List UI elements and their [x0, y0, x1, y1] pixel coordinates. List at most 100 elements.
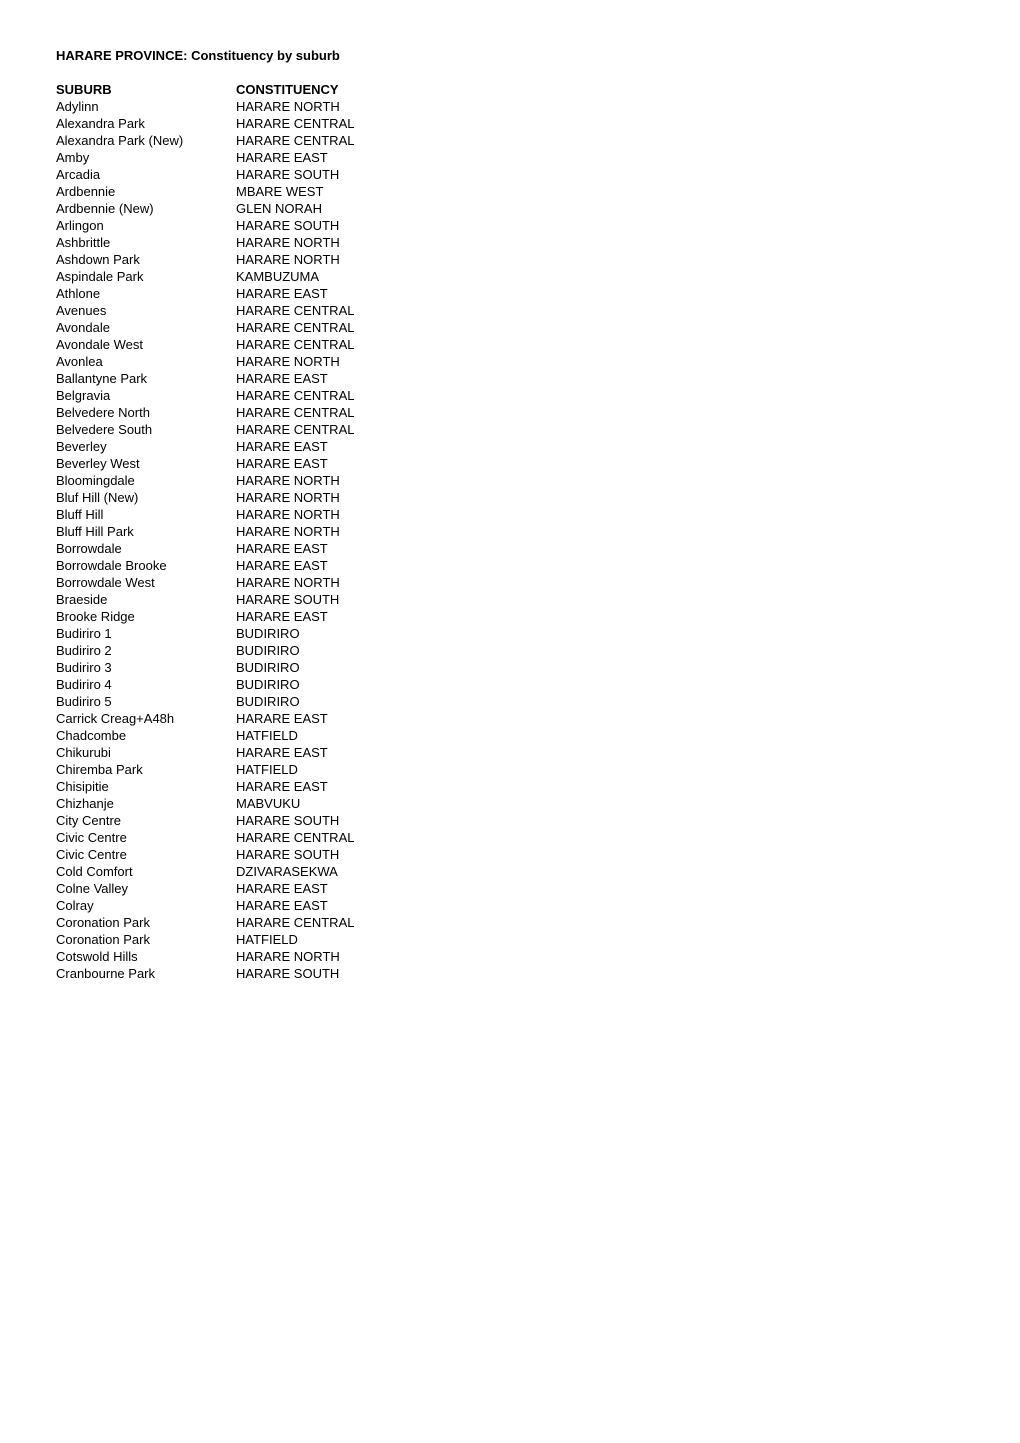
table-row: Cold ComfortDZIVARASEKWA	[56, 863, 456, 880]
suburb-cell: Avenues	[56, 302, 236, 319]
suburb-cell: Budiriro 4	[56, 676, 236, 693]
table-row: Ballantyne ParkHARARE EAST	[56, 370, 456, 387]
suburb-cell: Braeside	[56, 591, 236, 608]
table-row: AshbrittleHARARE NORTH	[56, 234, 456, 251]
table-row: AvenuesHARARE CENTRAL	[56, 302, 456, 319]
table-row: Bluff Hill ParkHARARE NORTH	[56, 523, 456, 540]
constituency-cell: HARARE NORTH	[236, 353, 456, 370]
suburb-cell: Ashbrittle	[56, 234, 236, 251]
table-row: Civic CentreHARARE CENTRAL	[56, 829, 456, 846]
table-header-row: SUBURB CONSTITUENCY	[56, 81, 456, 98]
table-row: Budiriro 5BUDIRIRO	[56, 693, 456, 710]
suburb-cell: Colray	[56, 897, 236, 914]
table-row: Brooke RidgeHARARE EAST	[56, 608, 456, 625]
constituency-cell: HARARE EAST	[236, 438, 456, 455]
suburb-cell: Cotswold Hills	[56, 948, 236, 965]
suburb-cell: Bluff Hill Park	[56, 523, 236, 540]
constituency-cell: BUDIRIRO	[236, 676, 456, 693]
suburb-cell: Aspindale Park	[56, 268, 236, 285]
table-row: AvondaleHARARE CENTRAL	[56, 319, 456, 336]
table-row: Coronation ParkHARARE CENTRAL	[56, 914, 456, 931]
suburb-cell: Borrowdale West	[56, 574, 236, 591]
table-row: Budiriro 3BUDIRIRO	[56, 659, 456, 676]
suburb-cell: Chizhanje	[56, 795, 236, 812]
suburb-cell: Brooke Ridge	[56, 608, 236, 625]
table-row: BraesideHARARE SOUTH	[56, 591, 456, 608]
table-row: Coronation ParkHATFIELD	[56, 931, 456, 948]
table-row: Budiriro 4BUDIRIRO	[56, 676, 456, 693]
document-title: HARARE PROVINCE: Constituency by suburb	[56, 48, 964, 63]
constituency-cell: BUDIRIRO	[236, 625, 456, 642]
suburb-cell: Alexandra Park	[56, 115, 236, 132]
constituency-cell: BUDIRIRO	[236, 642, 456, 659]
table-row: BorrowdaleHARARE EAST	[56, 540, 456, 557]
suburb-cell: Arlingon	[56, 217, 236, 234]
constituency-cell: HARARE CENTRAL	[236, 404, 456, 421]
table-row: Alexandra Park (New)HARARE CENTRAL	[56, 132, 456, 149]
table-row: Bluff HillHARARE NORTH	[56, 506, 456, 523]
constituency-cell: HARARE NORTH	[236, 506, 456, 523]
constituency-cell: HARARE SOUTH	[236, 846, 456, 863]
constituency-cell: BUDIRIRO	[236, 693, 456, 710]
table-row: ChizhanjeMABVUKU	[56, 795, 456, 812]
suburb-cell: Avondale	[56, 319, 236, 336]
table-row: City CentreHARARE SOUTH	[56, 812, 456, 829]
suburb-cell: Budiriro 5	[56, 693, 236, 710]
table-row: Avondale WestHARARE CENTRAL	[56, 336, 456, 353]
column-header-suburb: SUBURB	[56, 81, 236, 98]
suburb-cell: Bluf Hill (New)	[56, 489, 236, 506]
table-row: Aspindale ParkKAMBUZUMA	[56, 268, 456, 285]
constituency-table: SUBURB CONSTITUENCY AdylinnHARARE NORTHA…	[56, 81, 456, 982]
table-row: Colne ValleyHARARE EAST	[56, 880, 456, 897]
suburb-cell: Arcadia	[56, 166, 236, 183]
table-row: Cotswold HillsHARARE NORTH	[56, 948, 456, 965]
column-header-constituency: CONSTITUENCY	[236, 81, 456, 98]
suburb-cell: Civic Centre	[56, 829, 236, 846]
table-row: Alexandra ParkHARARE CENTRAL	[56, 115, 456, 132]
suburb-cell: Civic Centre	[56, 846, 236, 863]
suburb-cell: Chikurubi	[56, 744, 236, 761]
constituency-cell: HARARE CENTRAL	[236, 914, 456, 931]
constituency-cell: HARARE CENTRAL	[236, 115, 456, 132]
suburb-cell: City Centre	[56, 812, 236, 829]
constituency-cell: HARARE NORTH	[236, 523, 456, 540]
constituency-cell: BUDIRIRO	[236, 659, 456, 676]
constituency-cell: HARARE SOUTH	[236, 812, 456, 829]
table-row: Borrowdale BrookeHARARE EAST	[56, 557, 456, 574]
table-row: Budiriro 2BUDIRIRO	[56, 642, 456, 659]
suburb-cell: Ardbennie	[56, 183, 236, 200]
constituency-cell: HARARE EAST	[236, 455, 456, 472]
suburb-cell: Ashdown Park	[56, 251, 236, 268]
constituency-cell: HARARE CENTRAL	[236, 829, 456, 846]
table-row: BeverleyHARARE EAST	[56, 438, 456, 455]
constituency-cell: HARARE CENTRAL	[236, 387, 456, 404]
suburb-cell: Alexandra Park (New)	[56, 132, 236, 149]
suburb-cell: Budiriro 2	[56, 642, 236, 659]
suburb-cell: Avondale West	[56, 336, 236, 353]
suburb-cell: Budiriro 1	[56, 625, 236, 642]
constituency-cell: HATFIELD	[236, 761, 456, 778]
constituency-cell: MBARE WEST	[236, 183, 456, 200]
table-row: BelgraviaHARARE CENTRAL	[56, 387, 456, 404]
suburb-cell: Colne Valley	[56, 880, 236, 897]
constituency-cell: HARARE EAST	[236, 880, 456, 897]
table-row: Ardbennie (New)GLEN NORAH	[56, 200, 456, 217]
constituency-cell: HARARE EAST	[236, 370, 456, 387]
constituency-cell: HARARE NORTH	[236, 251, 456, 268]
table-row: Chiremba ParkHATFIELD	[56, 761, 456, 778]
table-row: ArcadiaHARARE SOUTH	[56, 166, 456, 183]
suburb-cell: Ardbennie (New)	[56, 200, 236, 217]
suburb-cell: Cranbourne Park	[56, 965, 236, 982]
constituency-cell: HATFIELD	[236, 931, 456, 948]
constituency-cell: HARARE CENTRAL	[236, 319, 456, 336]
suburb-cell: Belvedere South	[56, 421, 236, 438]
suburb-cell: Borrowdale Brooke	[56, 557, 236, 574]
suburb-cell: Chiremba Park	[56, 761, 236, 778]
constituency-cell: HARARE EAST	[236, 778, 456, 795]
table-row: AvonleaHARARE NORTH	[56, 353, 456, 370]
constituency-cell: HARARE NORTH	[236, 948, 456, 965]
table-row: Bluf Hill (New)HARARE NORTH	[56, 489, 456, 506]
suburb-cell: Chisipitie	[56, 778, 236, 795]
constituency-cell: HARARE EAST	[236, 897, 456, 914]
table-row: ChikurubiHARARE EAST	[56, 744, 456, 761]
